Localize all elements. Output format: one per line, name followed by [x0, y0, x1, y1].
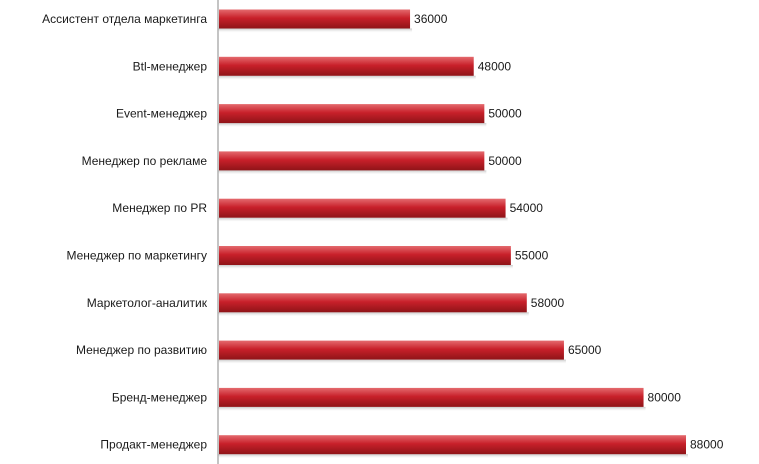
bar-shadow [218, 75, 476, 80]
category-label: Ассистент отдела маркетинга [42, 12, 207, 26]
bar [219, 56, 474, 76]
category-label: Менеджер по развитию [76, 343, 207, 357]
bar [219, 151, 485, 171]
category-label: Event-менеджер [116, 107, 207, 121]
data-label: 54000 [510, 201, 544, 215]
data-label: 36000 [414, 12, 448, 26]
category-labels-layer: Ассистент отдела маркетинга Btl-менеджер E… [42, 12, 208, 452]
data-label: 50000 [488, 154, 522, 168]
category-label: Менеджер по рекламе [82, 154, 208, 168]
bar [219, 435, 686, 455]
category-label: Маркетолог-аналитик [87, 296, 208, 310]
bar-shadow [218, 406, 646, 411]
category-label: Менеджер по PR [112, 201, 207, 215]
bar [219, 340, 564, 360]
bar-shadow [218, 170, 487, 175]
bar [219, 198, 506, 218]
category-label: Менеджер по маркетингу [66, 249, 207, 263]
bar [219, 9, 411, 29]
bars-layer [218, 9, 688, 459]
bar-shadow [218, 359, 566, 364]
data-label: 58000 [531, 296, 565, 310]
bar [219, 246, 511, 265]
category-label: Продакт-менеджер [100, 438, 207, 452]
bar-shadow [218, 312, 529, 317]
bar [219, 104, 485, 124]
category-label: Бренд-менеджер [112, 390, 208, 404]
value-labels-layer: 36000 48000 50000 50000 54000 55000 58000 65000… [414, 12, 724, 452]
bar-shadow [218, 123, 487, 128]
data-label: 50000 [488, 107, 522, 121]
bar-shadow [218, 28, 413, 33]
data-label: 55000 [515, 249, 549, 263]
category-label: Btl-менеджер [133, 59, 208, 73]
bar [219, 387, 644, 407]
data-label: 80000 [648, 390, 682, 404]
bar-shadow [218, 265, 513, 269]
bar [219, 293, 527, 313]
bar-shadow [218, 454, 688, 459]
data-label: 65000 [568, 343, 602, 357]
bar-shadow [218, 217, 508, 222]
data-label: 48000 [478, 59, 512, 73]
data-label: 88000 [690, 438, 724, 452]
